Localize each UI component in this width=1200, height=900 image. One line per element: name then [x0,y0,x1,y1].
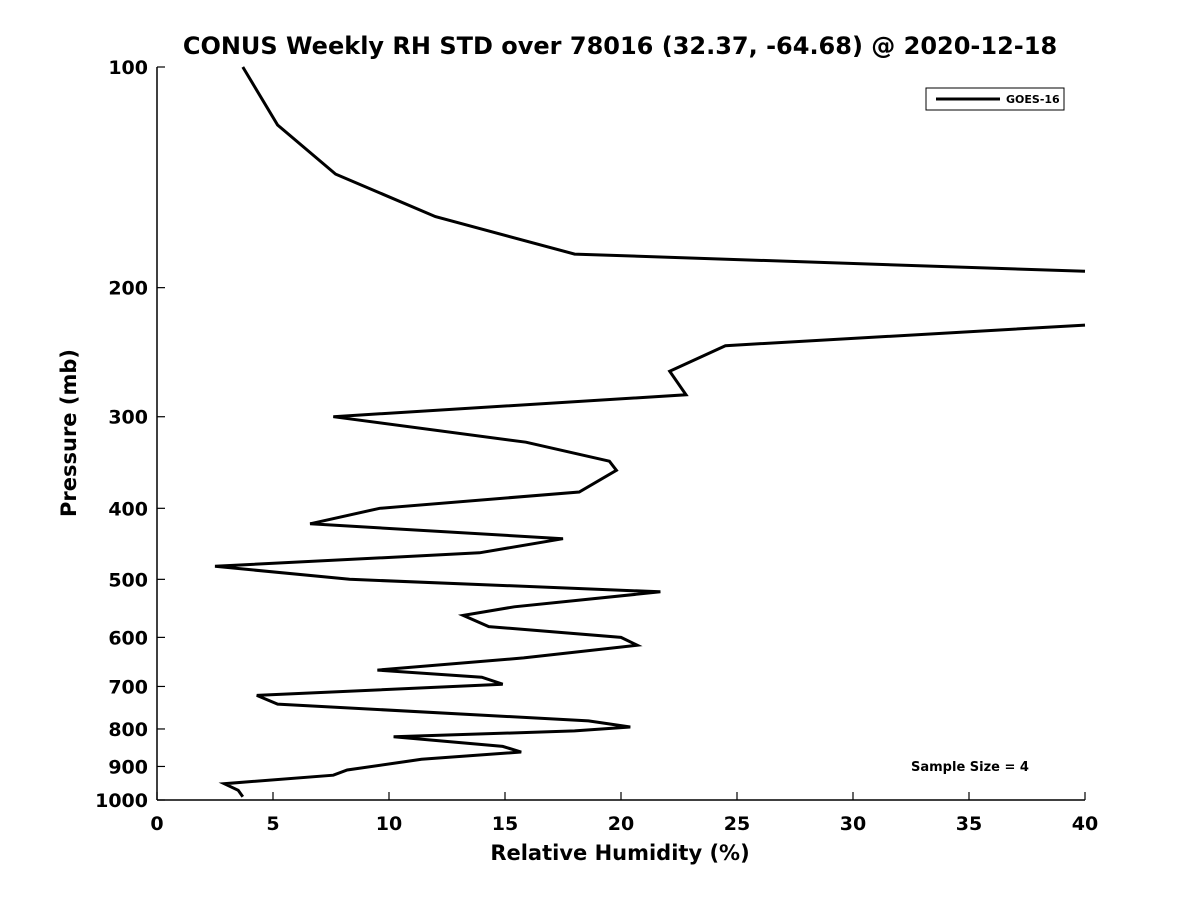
y-tick-label: 800 [108,719,148,741]
axis-ticks: 0 5 10 15 20 25 30 35 40 100 200 300 400 500 600 700 800… [95,57,1098,835]
x-tick-label: 25 [724,813,750,835]
y-tick-label: 500 [108,569,148,591]
y-tick-label: 600 [108,627,148,649]
y-tick-label: 400 [108,498,148,520]
y-tick-label: 300 [108,407,148,429]
x-axis-label: Relative Humidity (%) [490,841,749,865]
sample-size-annotation: Sample Size = 4 [911,760,1029,775]
x-tick-label: 20 [608,813,634,835]
y-tick-label: 200 [108,278,148,300]
series-line-goes-16 [214,66,1086,798]
x-tick-label: 35 [956,813,982,835]
x-tick-label: 0 [150,813,163,835]
y-tick-label: 100 [108,57,148,79]
x-tick-label: 5 [266,813,279,835]
y-axis-label: Pressure (mb) [57,349,81,517]
x-tick-label: 10 [376,813,402,835]
x-tick-label: 15 [492,813,518,835]
x-tick-label: 30 [840,813,866,835]
y-tick-label: 900 [108,756,148,778]
series-layer [214,66,1086,798]
legend-label-goes-16: GOES-16 [1006,93,1060,106]
y-tick-label: 1000 [95,790,148,812]
legend: GOES-16 [925,87,1065,111]
x-tick-label: 40 [1072,813,1098,835]
chart-title: CONUS Weekly RH STD over 78016 (32.37, -… [183,32,1057,60]
y-tick-label: 700 [108,676,148,698]
